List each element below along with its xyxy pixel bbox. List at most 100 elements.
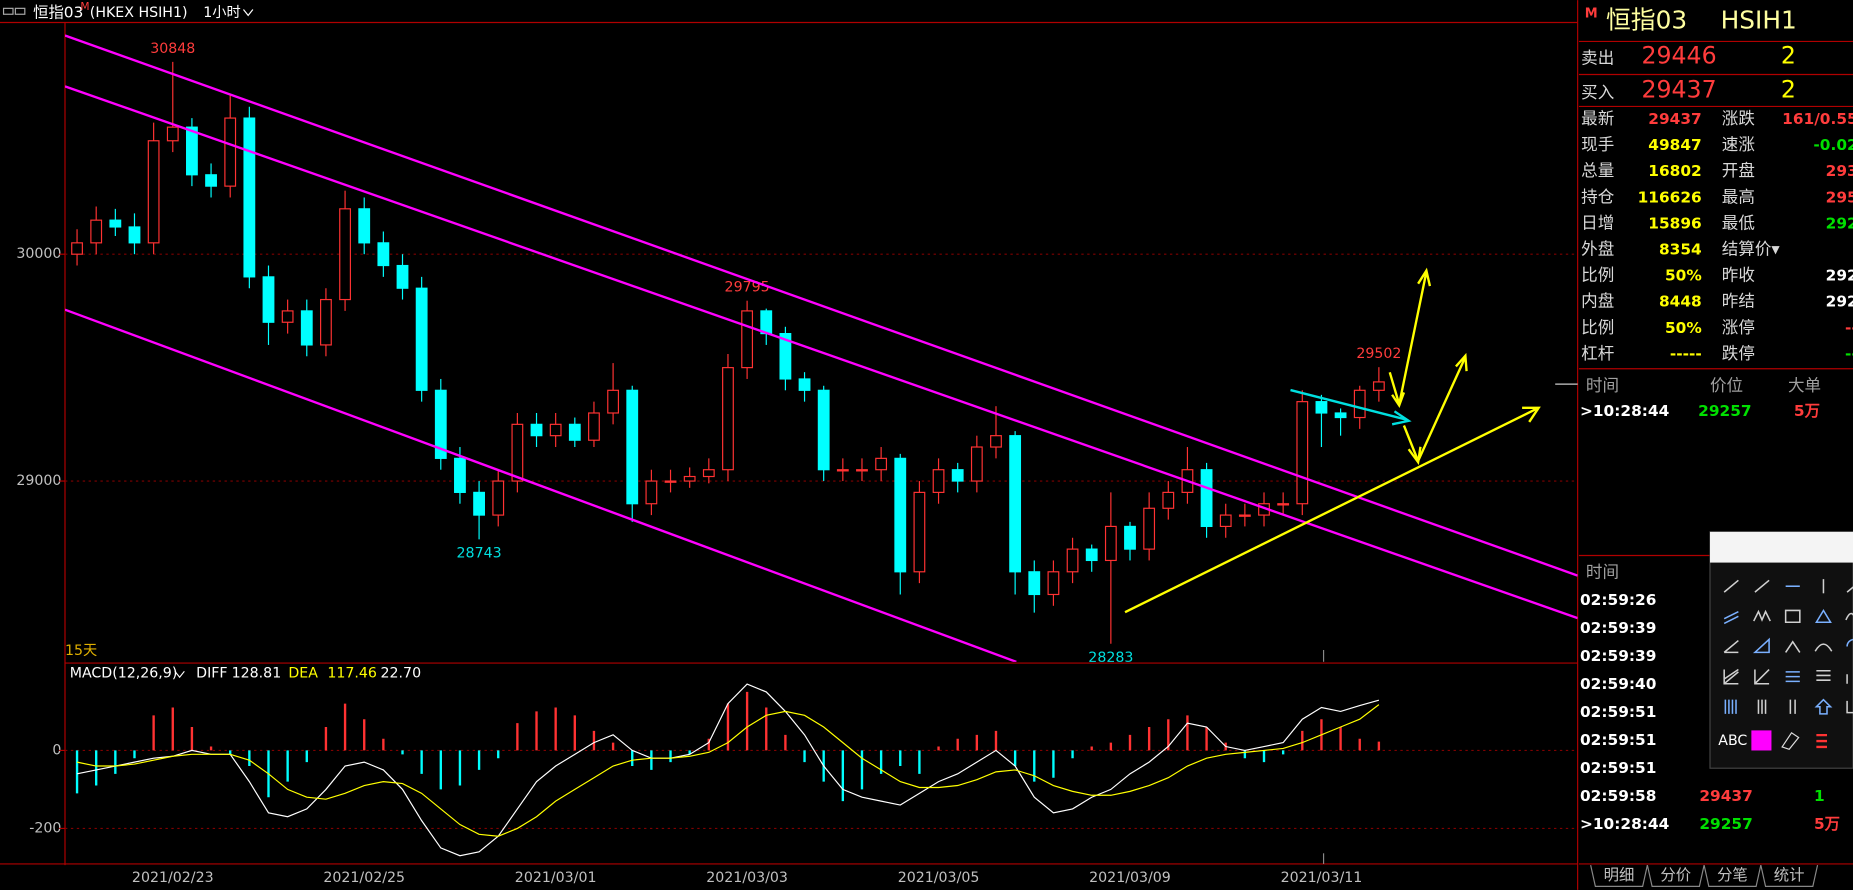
tool-icon[interactable]: [1785, 640, 1801, 653]
tool-icon[interactable]: [1723, 639, 1739, 654]
candle-body: [817, 389, 830, 471]
tool-icon[interactable]: [1846, 580, 1853, 593]
candle-body: [607, 389, 620, 414]
field-value: 8448: [1659, 293, 1702, 311]
exchange[interactable]: (HKEX HSIH1): [90, 5, 188, 21]
table-cell: 02:59:39: [1580, 647, 1656, 665]
candle-body: [147, 140, 160, 244]
arrow-head: [1391, 267, 1432, 409]
y-tick-label: 29000: [16, 473, 61, 489]
table-cell: 1: [1814, 787, 1825, 805]
tool-icon[interactable]: [1754, 668, 1770, 685]
tool-icon[interactable]: [1723, 579, 1739, 593]
candle-body: [1009, 435, 1022, 573]
tool-color[interactable]: [1751, 730, 1772, 751]
field-label: 开盘: [1722, 161, 1755, 180]
y-tick-label: 0: [52, 742, 61, 758]
low-label: 28283: [1088, 650, 1133, 666]
tab-frame[interactable]: [1703, 864, 1762, 887]
tool-icon[interactable]: [1846, 700, 1853, 714]
candle-body: [454, 457, 466, 493]
field-value: 292: [1826, 293, 1853, 311]
tool-icon[interactable]: [1781, 731, 1800, 750]
candle-body: [683, 475, 696, 482]
tool-icon[interactable]: [1816, 733, 1828, 749]
toolbox-header[interactable]: [1710, 531, 1853, 563]
candle-body: [1200, 469, 1213, 528]
channel-line[interactable]: [64, 308, 1017, 662]
legend-value: 117.46: [327, 666, 377, 682]
candle-body: [779, 332, 792, 380]
field-value: 49847: [1648, 136, 1701, 154]
ask-size: 2: [1781, 41, 1796, 69]
field-label: 比例: [1581, 318, 1614, 337]
tool-icon[interactable]: [1789, 699, 1796, 714]
macd-panel: [64, 683, 1578, 857]
tab[interactable]: 统计: [1774, 866, 1805, 884]
candle-body: [71, 242, 83, 255]
tool-icon[interactable]: [1757, 699, 1767, 714]
legend-name: DIFF: [196, 666, 227, 682]
tool-text[interactable]: ABC: [1718, 733, 1747, 749]
trend-line[interactable]: [1290, 388, 1407, 421]
field-label: 最低: [1722, 213, 1755, 232]
candle-body: [645, 480, 658, 505]
tool-icon[interactable]: [1784, 609, 1801, 624]
tool-icon[interactable]: [1724, 699, 1737, 714]
tabs: 明细 分价 分笔 统计: [1590, 864, 1819, 887]
macd-title[interactable]: MACD(12,26,9): [70, 666, 178, 682]
candle-body: [856, 469, 868, 472]
tab-frame[interactable]: [1590, 864, 1648, 887]
tool-icon[interactable]: [1816, 669, 1831, 681]
tool-icon[interactable]: [1814, 643, 1833, 652]
tool-icon[interactable]: [1815, 608, 1832, 624]
tool-icon[interactable]: [1846, 670, 1853, 684]
channel-line[interactable]: [64, 34, 1578, 577]
table-header: 时间: [1586, 563, 1619, 582]
field-label: 昨结: [1722, 292, 1755, 311]
field-value: 50%: [1665, 319, 1702, 337]
tool-icon[interactable]: [1723, 668, 1739, 685]
candle-body: [186, 126, 198, 176]
candle-body: [511, 423, 524, 482]
tool-icon[interactable]: [1845, 612, 1853, 621]
tool-icon[interactable]: [1814, 698, 1833, 715]
quote-panel: M 恒指03 HSIH1 卖出 29446 2 买入 29437 2 最新 294…: [1578, 5, 1853, 865]
table-cell: 02:59:39: [1580, 619, 1656, 637]
ask-price: 29446: [1641, 41, 1716, 69]
field-label[interactable]: 结算价▾: [1722, 240, 1781, 259]
candle-body: [1219, 514, 1232, 528]
dropdown-icon[interactable]: [242, 9, 254, 17]
table-header: 价位: [1710, 376, 1743, 395]
tab-frame[interactable]: [1646, 864, 1705, 887]
tool-icon[interactable]: [1846, 638, 1853, 647]
tool-icon[interactable]: [1752, 637, 1770, 654]
candle-body: [128, 226, 141, 244]
candle-body: [1372, 381, 1385, 391]
side-dividers: [1578, 40, 1853, 865]
y-tick-label: 30000: [16, 246, 61, 262]
low-label: 28743: [457, 546, 502, 562]
tool-icon[interactable]: [1753, 609, 1771, 622]
candle-body: [243, 117, 256, 278]
tab[interactable]: 分价: [1660, 866, 1691, 884]
table-header: 大单: [1788, 376, 1821, 395]
trend-line[interactable]: [1124, 407, 1537, 614]
channel-line[interactable]: [64, 85, 1578, 620]
tool-icon[interactable]: [1785, 671, 1800, 683]
arrow-head: [1407, 352, 1468, 466]
tool-icon[interactable]: [1754, 579, 1770, 593]
period[interactable]: 1小时: [203, 5, 240, 21]
tool-icon[interactable]: [1723, 610, 1739, 625]
tab-frame[interactable]: [1760, 864, 1819, 887]
field-value: 116626: [1638, 188, 1702, 206]
field-label: 外盘: [1581, 240, 1614, 259]
candle-body: [702, 469, 715, 478]
table-cell: 02:59:51: [1580, 759, 1656, 777]
dropdown-icon[interactable]: [174, 670, 185, 679]
candle-body: [549, 423, 562, 437]
tab[interactable]: 明细: [1604, 866, 1635, 884]
tab[interactable]: 分笔: [1717, 866, 1748, 884]
